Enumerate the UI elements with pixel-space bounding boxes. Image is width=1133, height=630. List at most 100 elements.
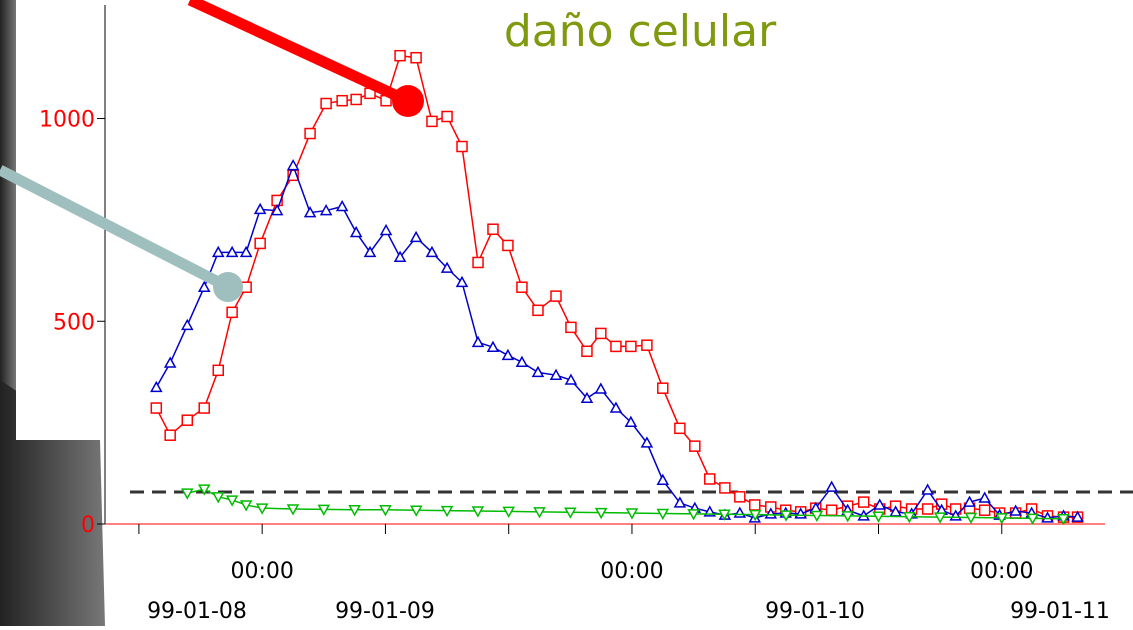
marker [502, 506, 515, 518]
marker [253, 202, 267, 215]
photo-background [0, 380, 105, 626]
marker [348, 505, 361, 517]
annotation-title: daño celular [504, 6, 777, 57]
pointer-red [187, 0, 411, 106]
marker [733, 506, 747, 518]
marker [872, 511, 885, 523]
marker [197, 280, 211, 292]
marker [964, 512, 978, 525]
marker [150, 402, 163, 414]
marker [516, 281, 528, 293]
marker [749, 499, 761, 511]
marker [779, 510, 793, 522]
marker [472, 256, 484, 269]
marker [825, 480, 838, 492]
marker [594, 382, 608, 394]
marker [531, 365, 545, 378]
marker [857, 496, 870, 508]
marker [181, 318, 194, 331]
marker [426, 115, 438, 128]
marker [486, 340, 500, 352]
marker [211, 492, 225, 504]
marker [1009, 504, 1022, 516]
marker [410, 51, 422, 64]
marker [456, 140, 468, 153]
marker [150, 380, 163, 393]
x-date-label: 99-01-08 [147, 599, 247, 624]
marker [674, 422, 686, 435]
marker [625, 508, 639, 520]
marker [625, 340, 637, 353]
y-tick-label: 0 [81, 513, 95, 538]
marker [689, 440, 701, 452]
series-line [187, 488, 1064, 520]
marker [640, 436, 654, 448]
marker [455, 275, 469, 288]
marker [550, 290, 562, 302]
marker [317, 504, 331, 516]
marker [270, 204, 284, 216]
marker [515, 355, 529, 367]
x-tick-label: 00:00 [970, 559, 1033, 584]
marker [734, 491, 746, 503]
marker [286, 159, 300, 171]
marker [441, 110, 453, 123]
marker [532, 304, 544, 317]
x-date-label: 99-01-11 [1010, 599, 1110, 624]
marker [903, 511, 916, 524]
marker [748, 509, 762, 522]
marker [425, 245, 439, 258]
marker [1057, 513, 1070, 526]
marker [304, 127, 316, 140]
marker [841, 511, 854, 523]
marker [564, 373, 578, 385]
marker [239, 245, 253, 258]
marker [610, 340, 622, 353]
marker [921, 483, 934, 495]
marker [673, 496, 687, 508]
x-date-label: 99-01-10 [765, 599, 865, 624]
marker [501, 348, 515, 361]
marker [487, 223, 499, 235]
marker [164, 429, 176, 441]
pointer-red-dot [392, 85, 424, 117]
marker [303, 206, 317, 218]
marker [409, 230, 423, 243]
marker [379, 223, 393, 236]
marker [594, 507, 608, 520]
marker [564, 507, 577, 519]
marker [921, 503, 934, 515]
x-tick-label: 00:00 [600, 559, 663, 584]
marker [471, 506, 485, 518]
marker [1026, 513, 1039, 525]
marker [163, 356, 177, 368]
marker [350, 93, 362, 106]
marker [549, 368, 563, 380]
pointer-gray [0, 165, 231, 292]
marker [719, 482, 731, 494]
marker [181, 488, 194, 500]
marker [533, 507, 546, 519]
marker [255, 503, 269, 515]
marker [565, 321, 577, 334]
marker [825, 504, 838, 516]
marker [440, 505, 454, 518]
series-line [155, 54, 1078, 518]
marker [198, 402, 210, 414]
marker [409, 505, 423, 517]
marker [335, 199, 349, 212]
marker [363, 245, 377, 258]
marker [379, 505, 392, 517]
marker [687, 509, 700, 521]
marker [336, 94, 348, 107]
marker [320, 97, 332, 110]
marker [581, 345, 593, 358]
marker [254, 237, 266, 250]
x-date-label: 99-01-09 [335, 599, 435, 624]
marker [580, 391, 594, 404]
marker [319, 204, 333, 216]
marker [225, 245, 239, 258]
marker [978, 491, 991, 503]
marker [197, 484, 211, 496]
marker [933, 512, 947, 524]
